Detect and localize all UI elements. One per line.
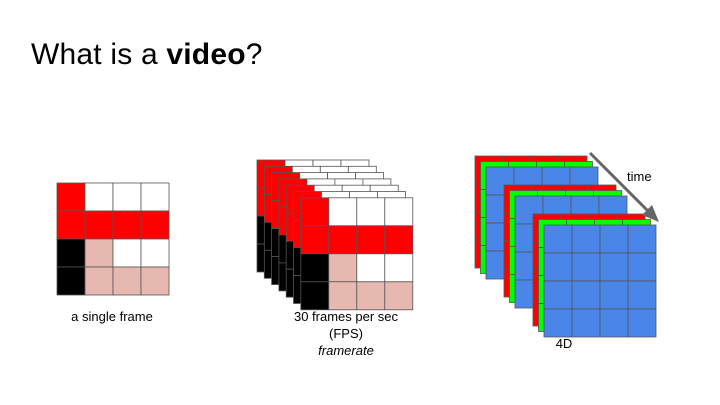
grid-cell [84,210,114,240]
frame [56,182,170,296]
grid-cell [384,281,414,311]
grid-cell [328,197,358,227]
grid-cell [300,281,330,311]
slide-title: What is a video? [31,38,263,71]
grid-cell [543,280,573,310]
grid-cell [328,281,358,311]
grid-cell [300,225,330,255]
grid-cell [571,280,601,310]
grid-cell [56,266,86,296]
time-arrow [588,151,659,222]
grid-cell [627,224,657,254]
grid-cell [599,308,629,338]
stacked-frame [300,197,414,311]
grid-cell [84,266,114,296]
grid-cell [356,253,386,283]
grid-cell [56,210,86,240]
grid-cell [384,225,414,255]
time-arrow-head [642,205,659,222]
single-frame-caption: a single frame [71,309,153,324]
grid-cell [140,238,170,268]
fps-caption: 30 frames per sec (FPS) framerate [266,308,426,359]
grid-cell [356,197,386,227]
grid-cell [84,182,114,212]
grid-cell [56,238,86,268]
grid-cell [571,224,601,254]
grid-cell [328,225,358,255]
grid-cell [599,280,629,310]
grid-cell [112,182,142,212]
grid-cell [384,197,414,227]
grid-cell [300,197,330,227]
grid-cell [112,210,142,240]
grid-cell [571,308,601,338]
grid-cell [140,266,170,296]
frame-stack [256,159,414,311]
4d-caption: 4D [555,336,573,351]
grid-cell [356,281,386,311]
grid-cell [599,252,629,282]
channel-stack-4d [474,155,657,338]
grid-cell [543,224,573,254]
grid-cell [300,253,330,283]
grid-cell [140,210,170,240]
grid-cell [140,182,170,212]
grid-cell [84,238,114,268]
grid-cell [571,252,601,282]
channel-plane-blue [543,224,657,338]
grid-cell [356,225,386,255]
time-label: time [627,169,652,184]
title-emphasis: video [166,38,246,71]
fps-caption-line1: 30 frames per sec [293,309,399,324]
fps-caption-italic: framerate [318,343,374,358]
single-frame-grid [56,182,170,296]
grid-cell [112,238,142,268]
grid-cell [384,253,414,283]
grid-cell [543,308,573,338]
grid-cell [56,182,86,212]
grid-cell [627,308,657,338]
grid-cell [627,252,657,282]
grid-cell [328,253,358,283]
grid-cell [112,266,142,296]
time-arrow-shaft [588,151,653,216]
grid-cell [627,280,657,310]
grid-cell [543,252,573,282]
grid-cell [599,224,629,254]
fps-caption-line2: (FPS) [329,326,363,341]
